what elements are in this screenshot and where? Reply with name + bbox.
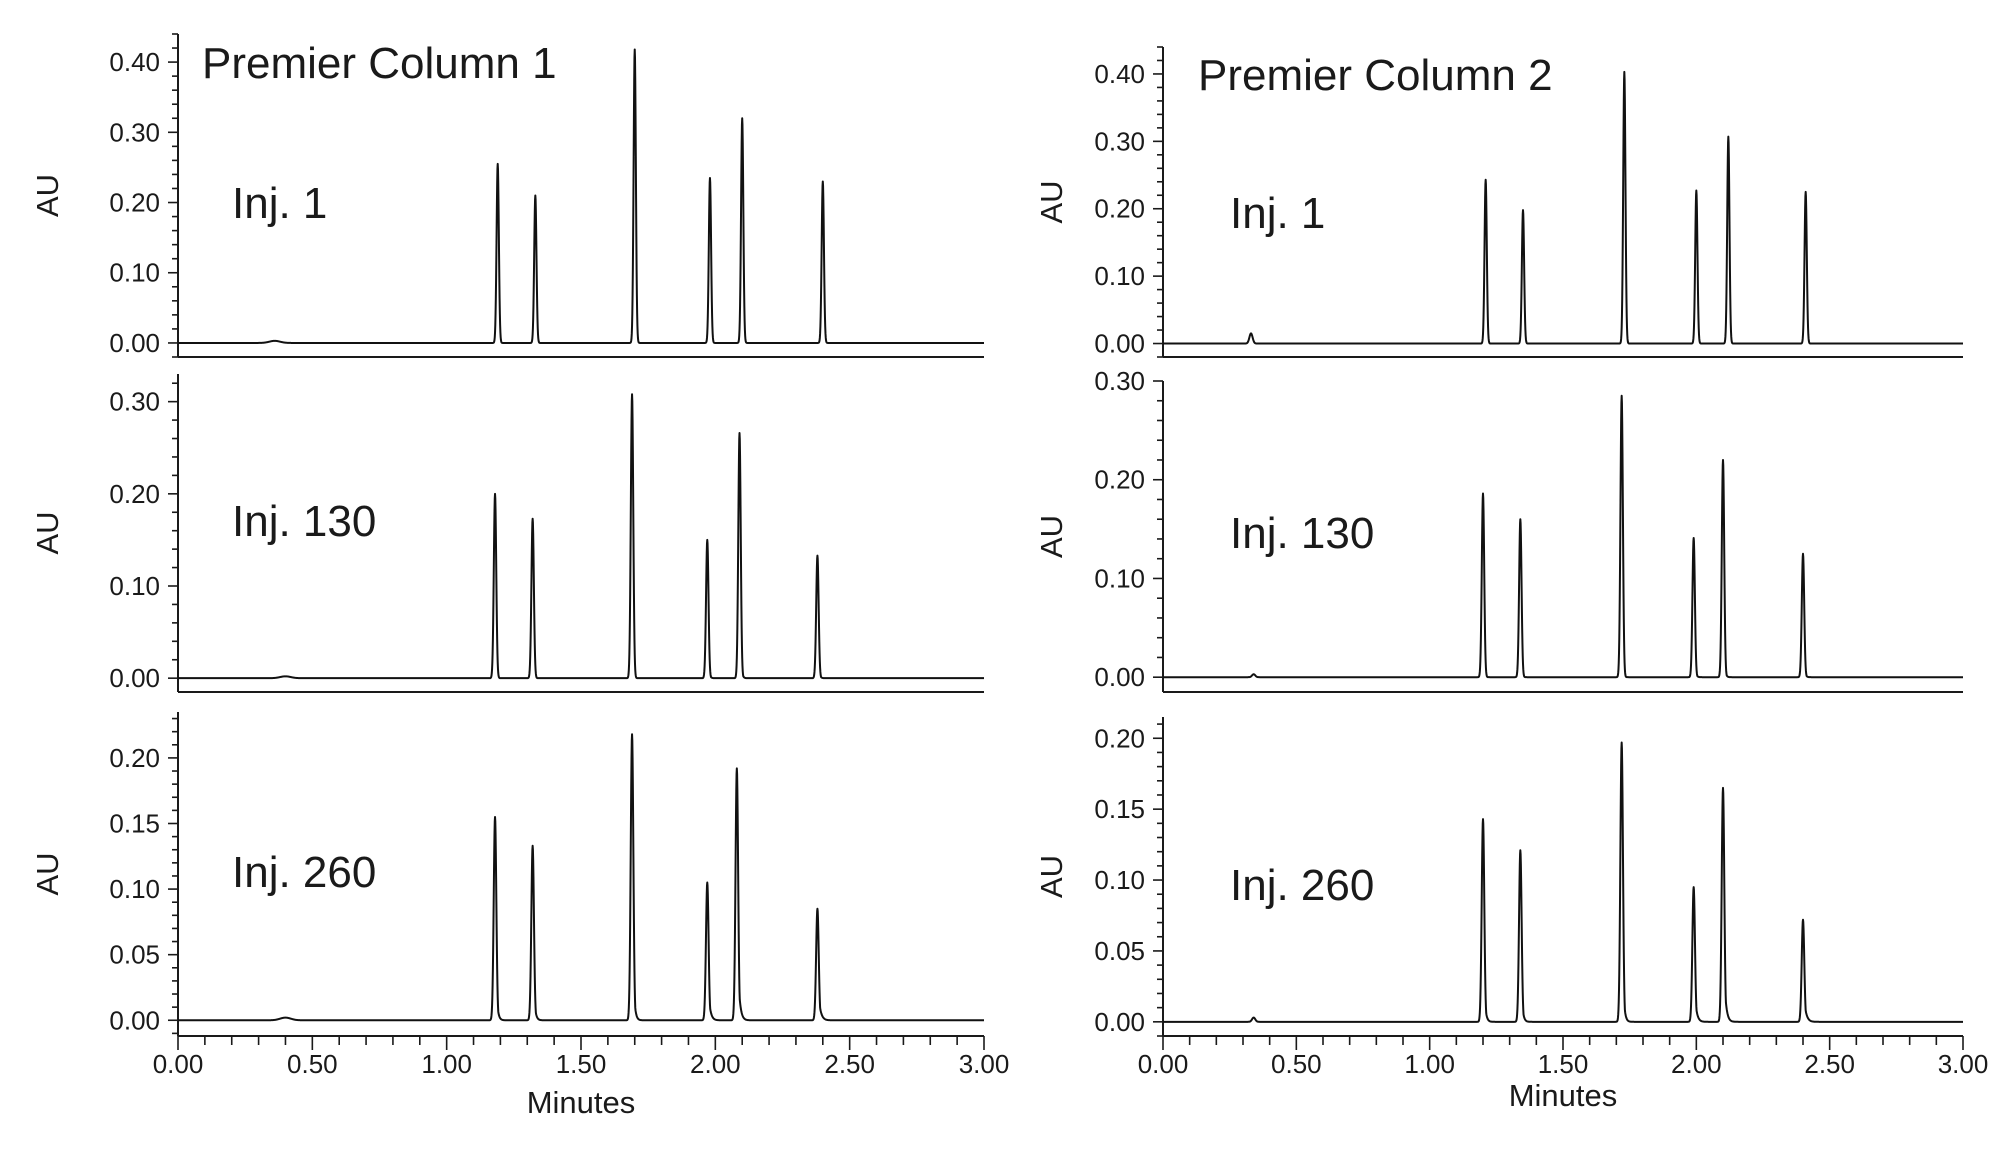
y-tick-label: 0.30 xyxy=(109,387,160,417)
y-tick-label: 0.00 xyxy=(1094,329,1145,359)
y-tick-label: 0.40 xyxy=(109,47,160,77)
y-tick-label: 0.15 xyxy=(109,808,160,838)
injection-label: Inj. 1 xyxy=(232,179,327,228)
panel-inj-2: 0.00 0.10 0.20 0.30 AU Inj. 130 xyxy=(30,374,985,693)
panel-inj-1: 0.00 0.10 0.20 0.30 0.40 AU Inj. 1 xyxy=(30,33,985,358)
y-tick-label: 0.10 xyxy=(109,258,160,288)
y-axis-title: AU xyxy=(1034,855,1069,898)
column-title: Premier Column 1 xyxy=(202,39,557,88)
y-axis-title: AU xyxy=(30,174,65,217)
y-tick-label: 0.00 xyxy=(109,328,160,358)
y-tick-label: 0.10 xyxy=(1094,865,1145,895)
injection-label: Inj. 260 xyxy=(1230,861,1374,910)
y-tick-label: 0.00 xyxy=(109,1005,160,1035)
y-tick-label: 0.10 xyxy=(109,874,160,904)
y-tick-label: 0.30 xyxy=(1094,366,1145,396)
x-tick-label: 1.50 xyxy=(556,1049,607,1079)
y-tick-label: 0.20 xyxy=(1094,723,1145,753)
y-tick-label: 0.20 xyxy=(1094,465,1145,495)
injection-label: Inj. 260 xyxy=(232,848,376,897)
y-tick-label: 0.05 xyxy=(1094,936,1145,966)
y-tick-label: 0.15 xyxy=(1094,794,1145,824)
column-title: Premier Column 2 xyxy=(1198,51,1553,100)
x-tick-label: 2.00 xyxy=(1671,1049,1722,1079)
y-tick-label: 0.20 xyxy=(1094,194,1145,224)
y-tick-label: 0.20 xyxy=(109,743,160,773)
y-axis-title: AU xyxy=(1034,515,1069,558)
column-2-chart: Premier Column 2 0.00 0.10 0.20 0.30 0.40 AU In… xyxy=(1034,46,1989,1113)
x-tick-label: 2.50 xyxy=(1804,1049,1855,1079)
y-tick-label: 0.20 xyxy=(109,188,160,218)
y-tick-label: 0.00 xyxy=(1094,662,1145,692)
x-tick-label: 1.00 xyxy=(1404,1049,1455,1079)
y-axis-title: AU xyxy=(30,852,65,895)
x-tick-label: 0.00 xyxy=(1138,1049,1189,1079)
y-tick-label: 0.00 xyxy=(1094,1007,1145,1037)
y-tick-label: 0.00 xyxy=(109,663,160,693)
y-tick-label: 0.10 xyxy=(1094,563,1145,593)
y-axis-title: AU xyxy=(1034,180,1069,223)
x-tick-label: 2.00 xyxy=(690,1049,741,1079)
y-tick-label: 0.30 xyxy=(1094,126,1145,156)
x-axis-title: Minutes xyxy=(527,1085,636,1120)
panel-inj-2: 0.00 0.10 0.20 0.30 AU Inj. 130 xyxy=(1034,366,1964,693)
x-tick-label: 1.50 xyxy=(1538,1049,1589,1079)
x-tick-label: 0.50 xyxy=(1271,1049,1322,1079)
y-tick-label: 0.40 xyxy=(1094,59,1145,89)
x-tick-label: 1.00 xyxy=(421,1049,472,1079)
y-axis-title: AU xyxy=(30,511,65,554)
injection-label: Inj. 130 xyxy=(232,497,376,546)
x-tick-label: 0.00 xyxy=(153,1049,204,1079)
panel-inj-1: 0.00 0.10 0.20 0.30 0.40 AU Inj. 1 xyxy=(1034,46,1964,359)
y-tick-label: 0.05 xyxy=(109,940,160,970)
x-axis-title: Minutes xyxy=(1509,1078,1618,1113)
y-tick-label: 0.30 xyxy=(109,117,160,147)
chromatogram-trace xyxy=(177,393,985,680)
injection-label: Inj. 130 xyxy=(1230,509,1374,558)
panel-inj-3: 0.00 0.05 0.10 0.15 0.20 AU Inj. 260 xyxy=(30,712,985,1050)
x-tick-label: 3.00 xyxy=(1938,1049,1989,1079)
y-tick-label: 0.10 xyxy=(1094,261,1145,291)
y-tick-label: 0.20 xyxy=(109,479,160,509)
chromatogram-trace xyxy=(1162,741,1964,1023)
y-tick-label: 0.10 xyxy=(109,571,160,601)
column-1-chart: Premier Column 1 0.00 0.10 0.20 0.30 0.40 AU In… xyxy=(30,33,1010,1120)
injection-label: Inj. 1 xyxy=(1230,189,1325,238)
chromatogram-trace xyxy=(1162,394,1964,679)
chromatogram-trace xyxy=(177,48,985,344)
x-tick-label: 0.50 xyxy=(287,1049,338,1079)
x-tick-label: 3.00 xyxy=(959,1049,1010,1079)
chromatogram-trace xyxy=(177,733,985,1022)
chromatogram-trace xyxy=(1162,70,1964,345)
x-tick-label: 2.50 xyxy=(824,1049,875,1079)
panel-inj-3: 0.00 0.05 0.10 0.15 0.20 AU Inj. 260 xyxy=(1034,717,1964,1050)
